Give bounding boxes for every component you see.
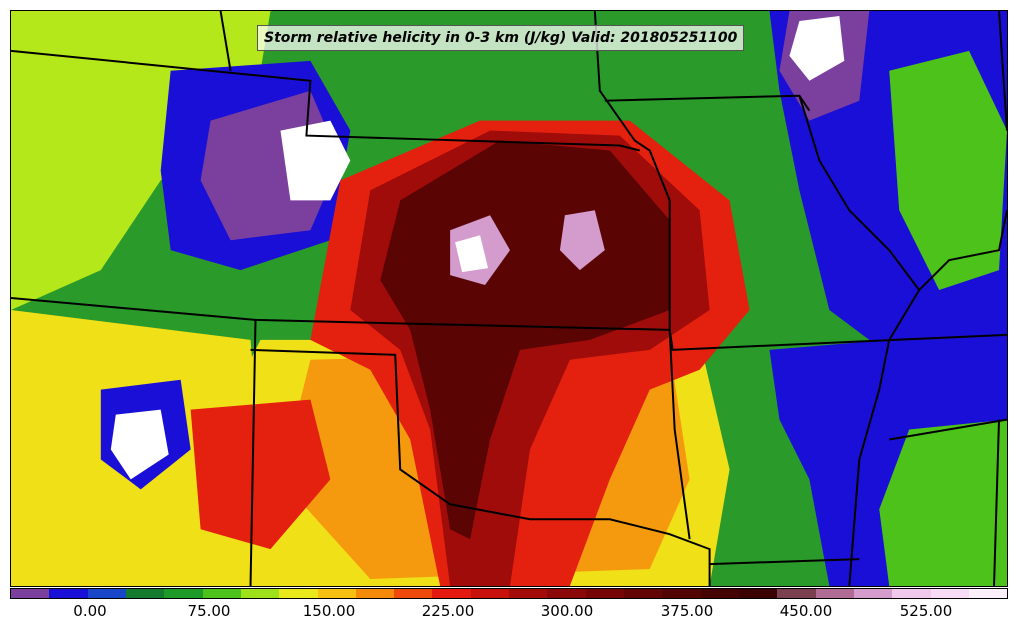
field-white-southwest <box>110 409 169 480</box>
colorbar-swatch <box>470 589 510 598</box>
colorbar-swatch <box>125 589 165 598</box>
colorbar-swatch <box>815 589 854 598</box>
field-green-southeast <box>879 419 1007 586</box>
field-pink-central-east <box>559 210 605 271</box>
state-boundaries <box>11 11 1007 586</box>
colorbar-tick-label: 225.00 <box>421 602 475 620</box>
colorbar-swatch <box>355 589 395 598</box>
colorbar-tick-label: 150.00 <box>302 602 356 620</box>
colorbar-swatch <box>317 589 356 598</box>
map-panel: Storm relative helicity in 0-3 km (J/kg)… <box>10 10 1008 587</box>
colorbar-swatch <box>11 589 50 598</box>
colorbar-swatch <box>202 589 241 598</box>
colorbar-tick-labels: 0.00 75.00 150.00 225.00 300.00 375.00 450.00 5… <box>10 602 1008 622</box>
colorbar-tick-label: 75.00 <box>187 602 231 620</box>
colorbar-swatch <box>87 589 126 598</box>
colorbar-swatch <box>240 589 280 598</box>
colorbar-swatch <box>279 589 318 598</box>
colorbar-swatch <box>509 589 548 598</box>
colorbar-tick-label: 525.00 <box>899 602 953 620</box>
field-white-northwest <box>280 120 351 201</box>
colorbar-swatch <box>930 589 969 598</box>
colorbar-swatch <box>968 589 1008 598</box>
colorbar-swatch <box>49 589 88 598</box>
field-red-southwest <box>190 399 331 550</box>
colorbar-swatch <box>547 589 586 598</box>
colorbar-swatch <box>700 589 739 598</box>
colorbar <box>10 588 1008 599</box>
colorbar-swatch <box>777 589 816 598</box>
colorbar-swatch <box>624 589 663 598</box>
colorbar-tick-label: 0.00 <box>73 602 107 620</box>
colorbar-swatch <box>432 589 471 598</box>
colorbar-tick-label: 375.00 <box>660 602 714 620</box>
field-white-central <box>455 235 489 273</box>
helicity-field-map <box>11 11 1007 586</box>
colorbar-swatch <box>853 589 893 598</box>
colorbar-swatch <box>394 589 433 598</box>
colorbar-swatch <box>738 589 778 598</box>
colorbar-tick-label: 450.00 <box>779 602 833 620</box>
colorbar-swatch <box>164 589 203 598</box>
map-title: Storm relative helicity in 0-3 km (J/kg)… <box>257 25 745 51</box>
colorbar-swatch <box>585 589 624 598</box>
colorbar-tick-label: 300.00 <box>540 602 594 620</box>
colorbar-swatch <box>662 589 701 598</box>
field-green-east <box>889 50 1007 291</box>
field-white-northeast <box>789 15 845 81</box>
colorbar-swatch <box>892 589 931 598</box>
